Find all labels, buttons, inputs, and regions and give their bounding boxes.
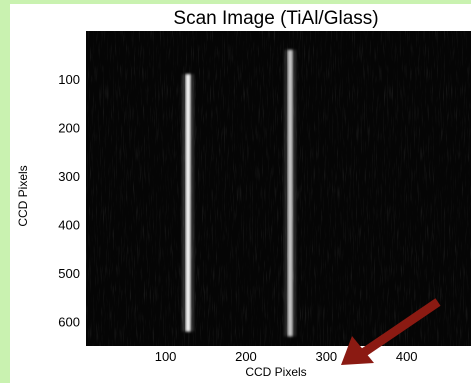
x-tick-label: 400 bbox=[396, 349, 418, 364]
x-axis: 100 200 300 400 bbox=[155, 349, 418, 364]
y-tick-label: 100 bbox=[58, 72, 80, 87]
x-tick-label: 200 bbox=[235, 349, 257, 364]
y-axis: 100 200 300 400 500 600 bbox=[58, 72, 80, 330]
y-tick-label: 500 bbox=[58, 266, 80, 281]
y-axis-label: CCD Pixels bbox=[16, 165, 30, 226]
y-tick-label: 300 bbox=[58, 169, 80, 184]
annotation-arrow bbox=[341, 298, 441, 365]
chart-title: Scan Image (TiAl/Glass) bbox=[173, 8, 378, 29]
arrow-shaft bbox=[360, 298, 441, 357]
x-tick-label: 300 bbox=[315, 349, 337, 364]
noise-overlay bbox=[86, 31, 471, 346]
x-tick-label: 100 bbox=[155, 349, 177, 364]
figure-panel: Scan Image (TiAl/Glass) 100 200 300 400 100… bbox=[10, 4, 471, 383]
arrow-head bbox=[341, 336, 374, 365]
y-tick-label: 200 bbox=[58, 121, 80, 136]
chart: Scan Image (TiAl/Glass) 100 200 300 400 100… bbox=[16, 8, 471, 379]
y-tick-label: 400 bbox=[58, 218, 80, 233]
y-tick-label: 600 bbox=[58, 315, 80, 330]
x-axis-label: CCD Pixels bbox=[245, 365, 306, 379]
